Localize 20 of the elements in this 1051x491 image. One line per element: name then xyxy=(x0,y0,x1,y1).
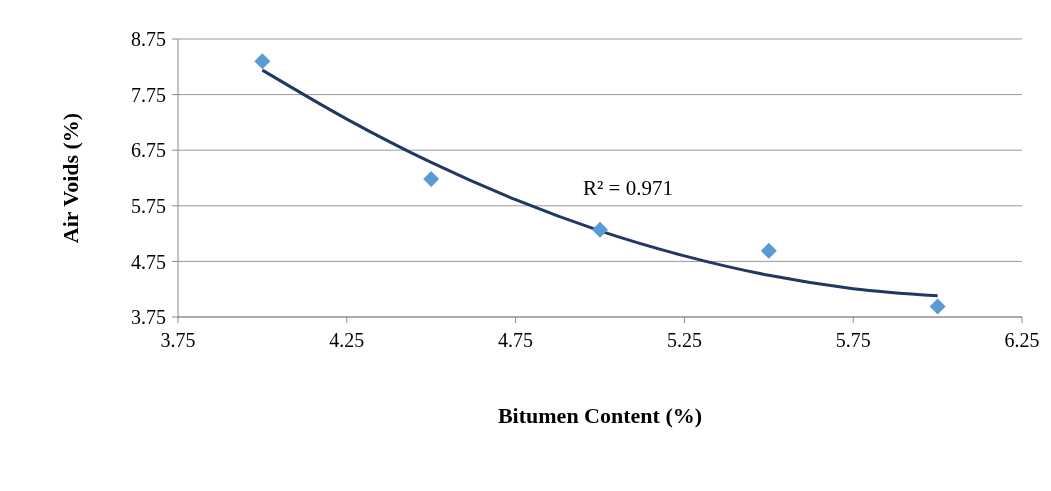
point xyxy=(929,298,946,315)
y-tick-label: 8.75 xyxy=(131,28,166,51)
y-tick-label: 6.75 xyxy=(131,139,166,162)
y-axis-title: Air Voids (%) xyxy=(57,112,83,244)
x-tick-label: 3.75 xyxy=(160,329,196,352)
annotation: R² = 0.971 xyxy=(583,176,673,201)
x-tick-label: 6.25 xyxy=(1004,329,1040,352)
x-tick-label: 5.25 xyxy=(666,329,702,352)
y-tick-label: 4.75 xyxy=(131,250,166,273)
point xyxy=(760,242,777,259)
x-tick-label: 4.25 xyxy=(329,329,365,352)
y-tick-label: 5.75 xyxy=(131,194,166,217)
point xyxy=(254,53,271,70)
x-tick-label: 4.75 xyxy=(498,329,534,352)
y-tick-label: 3.75 xyxy=(131,306,166,329)
point xyxy=(592,221,608,238)
x-axis-title: Bitumen Content (%) xyxy=(497,402,703,428)
point xyxy=(423,171,440,188)
y-tick-label: 7.75 xyxy=(131,83,166,106)
x-tick-label: 5.75 xyxy=(835,329,871,352)
